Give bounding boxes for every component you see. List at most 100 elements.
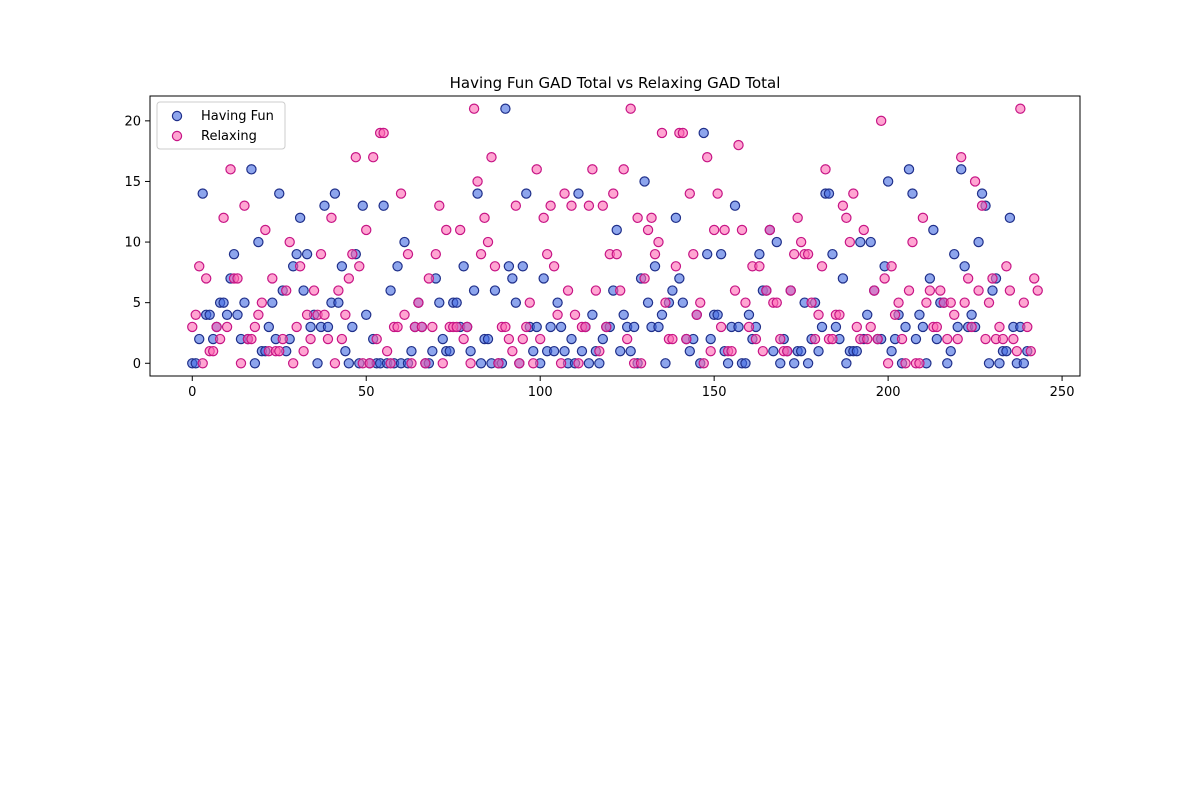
data-point: [312, 358, 323, 369]
data-point: [545, 200, 556, 211]
data-point: [475, 358, 487, 369]
data-point: [844, 236, 856, 248]
data-point: [528, 345, 539, 357]
data-point: [510, 297, 522, 308]
data-point: [291, 321, 302, 333]
data-point: [517, 261, 529, 272]
data-point: [423, 273, 435, 284]
data-point: [949, 309, 960, 320]
data-point: [740, 297, 751, 308]
data-point: [882, 358, 894, 369]
data-point: [608, 188, 619, 199]
data-point: [301, 248, 313, 260]
legend-label-having-fun: Having Fun: [201, 109, 274, 124]
data-point: [855, 236, 866, 248]
data-point: [966, 321, 977, 333]
data-point: [482, 236, 494, 248]
data-point: [649, 261, 661, 272]
data-point: [267, 297, 278, 308]
data-point: [875, 115, 887, 127]
data-point: [935, 285, 946, 296]
data-point: [1001, 345, 1012, 357]
data-point: [910, 333, 922, 345]
data-point: [308, 285, 320, 296]
data-point: [378, 200, 389, 211]
data-point: [743, 321, 755, 333]
data-point: [402, 248, 414, 260]
data-point: [274, 345, 285, 357]
data-point: [263, 321, 275, 333]
data-point: [1032, 285, 1043, 296]
data-point: [587, 164, 598, 175]
data-point: [1018, 358, 1030, 369]
data-point: [594, 358, 605, 369]
data-point: [775, 333, 786, 345]
data-point: [698, 358, 709, 369]
data-point: [889, 309, 901, 320]
data-point: [670, 261, 682, 272]
data-point: [437, 358, 448, 369]
data-point: [830, 321, 842, 333]
data-point: [500, 103, 511, 114]
data-point: [862, 333, 873, 345]
data-point: [541, 248, 553, 260]
data-point: [475, 248, 487, 260]
data-point: [931, 321, 943, 333]
data-point: [677, 127, 689, 139]
data-point: [959, 297, 970, 308]
data-point: [531, 164, 542, 175]
data-point: [973, 285, 984, 296]
data-point: [684, 188, 696, 199]
data-point: [973, 236, 984, 248]
data-point: [406, 358, 417, 369]
chart-title: Having Fun GAD Total vs Relaxing GAD Tot…: [450, 74, 781, 92]
data-point: [482, 333, 494, 345]
data-point: [705, 345, 716, 357]
data-point: [406, 345, 417, 357]
data-point: [521, 321, 532, 333]
data-point: [639, 176, 650, 187]
data-point: [615, 345, 626, 357]
data-point: [322, 333, 334, 345]
data-point: [214, 333, 226, 345]
x-axis: 0 50 100 150 200 250: [188, 376, 1074, 400]
data-point: [667, 333, 678, 345]
data-point: [729, 200, 741, 211]
data-point: [1018, 297, 1030, 308]
data-point: [893, 297, 904, 308]
x-tick-label: 100: [528, 385, 553, 400]
data-point: [413, 297, 424, 308]
data-point: [802, 358, 814, 369]
data-point: [681, 333, 692, 345]
data-point: [625, 345, 636, 357]
data-points: [187, 103, 1043, 369]
data-point: [204, 309, 215, 320]
data-point: [354, 261, 365, 272]
data-point: [225, 164, 236, 175]
data-point: [945, 297, 956, 308]
data-point: [361, 309, 372, 320]
data-point: [583, 200, 595, 211]
data-point: [503, 333, 515, 345]
data-point: [246, 333, 257, 345]
data-point: [917, 321, 929, 333]
y-tick-label: 5: [133, 296, 141, 311]
data-point: [301, 309, 313, 320]
data-point: [618, 309, 629, 320]
data-point: [381, 345, 393, 357]
data-point: [538, 273, 549, 284]
data-point: [552, 309, 563, 320]
data-point: [493, 358, 504, 369]
data-point: [695, 297, 706, 308]
data-point: [194, 333, 205, 345]
data-point: [524, 297, 535, 308]
data-point: [221, 309, 233, 320]
data-point: [437, 333, 448, 345]
data-point: [514, 358, 525, 369]
data-point: [628, 321, 640, 333]
data-point: [562, 285, 574, 296]
data-point: [197, 358, 208, 369]
data-point: [340, 309, 351, 320]
data-point: [653, 321, 664, 333]
